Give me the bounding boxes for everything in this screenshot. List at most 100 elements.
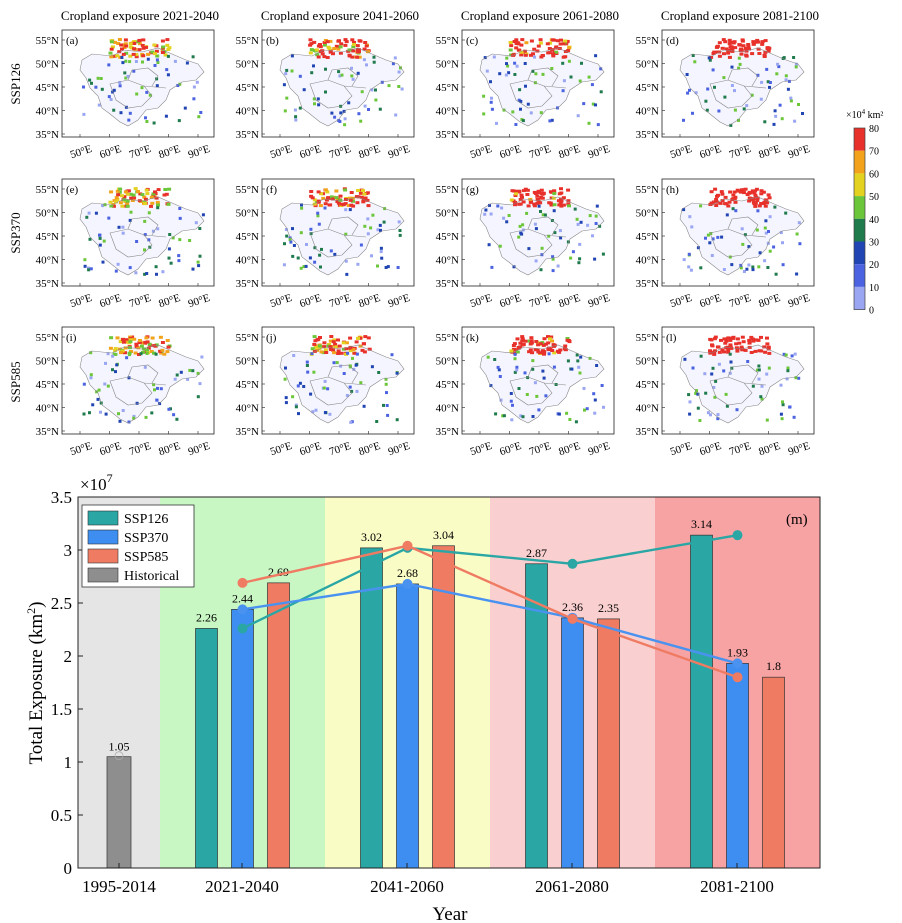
exposure-cell <box>160 39 165 43</box>
exposure-cell <box>134 55 139 59</box>
exposure-cell <box>144 188 149 192</box>
exposure-cell <box>128 340 133 344</box>
exposure-cell <box>153 52 157 56</box>
exposure-cell <box>129 196 134 200</box>
lon-tick-label: 90°E <box>187 440 212 458</box>
lon-tick-label: 80°E <box>157 143 182 161</box>
exposure-cell <box>578 79 582 83</box>
trend-point-ssp126 <box>732 530 743 541</box>
exposure-cell <box>566 188 571 192</box>
exposure-cell <box>688 400 692 404</box>
exposure-cell <box>191 267 195 271</box>
exposure-cell <box>154 352 158 356</box>
panel-label: (d) <box>666 35 679 47</box>
exposure-cell <box>781 403 785 407</box>
panel-label: (e) <box>66 184 79 196</box>
exposure-cell <box>112 108 116 112</box>
exposure-cell <box>329 195 334 199</box>
exposure-cell <box>793 352 797 356</box>
exposure-cell <box>188 368 192 372</box>
exposure-cell <box>559 187 563 191</box>
exposure-cell <box>755 38 760 42</box>
exposure-cell <box>768 249 772 253</box>
exposure-cell <box>715 345 720 349</box>
exposure-cell <box>113 347 118 351</box>
exposure-cell <box>592 392 596 396</box>
exposure-cell <box>357 55 362 59</box>
exposure-cell <box>709 190 714 194</box>
exposure-cell <box>512 342 517 346</box>
exposure-cell <box>116 42 121 45</box>
exposure-cell <box>763 350 768 354</box>
exposure-cell <box>121 409 125 412</box>
lon-tick-label: 50°E <box>69 440 94 458</box>
exposure-cell <box>691 111 694 115</box>
exposure-cell <box>498 244 502 248</box>
exposure-cell <box>154 196 159 200</box>
exposure-cell <box>735 337 740 341</box>
exposure-cell <box>767 351 772 355</box>
exposure-cell <box>795 232 799 236</box>
exposure-cell <box>539 111 543 115</box>
exposure-cell <box>525 188 530 192</box>
panel-label: (a) <box>66 35 79 47</box>
map-panel: (f)55°N50°N45°N40°N35°N50°E 60°E 70°E 80°E 9… <box>236 178 415 310</box>
exposure-cell <box>199 111 203 114</box>
exposure-cell <box>759 189 764 193</box>
trend-line-ssp585 <box>242 544 738 679</box>
exposure-cell <box>169 407 172 411</box>
exposure-cell <box>367 108 370 111</box>
exposure-cell <box>534 259 538 263</box>
lon-tick-label: 90°E <box>587 292 612 310</box>
historical-marker <box>114 751 124 761</box>
exposure-cell <box>524 84 527 88</box>
exposure-cell <box>682 208 686 212</box>
exposure-cell <box>356 336 360 340</box>
exposure-cell <box>518 197 523 201</box>
exposure-cell <box>521 415 525 419</box>
exposure-cell <box>561 203 566 207</box>
exposure-cell <box>789 96 793 100</box>
exposure-cell <box>82 382 86 386</box>
exposure-cell <box>781 400 784 404</box>
exposure-cell <box>498 72 502 76</box>
exposure-cell <box>578 371 582 375</box>
exposure-cell <box>727 42 732 46</box>
exposure-cell <box>166 73 170 77</box>
exposure-cell <box>335 361 339 365</box>
exposure-cell <box>137 48 142 52</box>
exposure-cell <box>519 50 524 54</box>
exposure-cell <box>164 192 169 196</box>
exposure-cell <box>759 335 763 339</box>
exposure-cell <box>559 236 563 240</box>
exposure-cell <box>323 348 328 352</box>
exposure-cell <box>156 203 160 207</box>
exposure-cell <box>110 45 115 49</box>
exposure-cell <box>156 206 160 210</box>
exposure-cell <box>106 384 110 388</box>
exposure-cell <box>312 335 317 339</box>
exposure-cell <box>552 209 556 213</box>
exposure-cell <box>550 67 554 70</box>
exposure-cell <box>711 68 715 72</box>
exposure-cell <box>283 377 287 381</box>
exposure-cell <box>712 352 717 356</box>
exposure-cell <box>699 354 703 358</box>
lon-tick-label: 80°E <box>357 143 382 161</box>
exposure-cell <box>128 42 133 46</box>
exposure-cell <box>591 234 594 238</box>
exposure-cell <box>109 40 114 44</box>
bar-ssp370 <box>396 583 419 869</box>
exposure-cell <box>156 188 161 192</box>
map-content <box>279 38 405 127</box>
exposure-cell <box>186 377 190 381</box>
exposure-cell <box>533 348 538 352</box>
exposure-cell <box>359 243 363 247</box>
exposure-cell <box>740 335 745 339</box>
exposure-cell <box>141 347 146 351</box>
exposure-cell <box>710 254 714 257</box>
exposure-cell <box>508 48 513 52</box>
exposure-cell <box>511 403 514 407</box>
exposure-cell <box>82 412 86 416</box>
